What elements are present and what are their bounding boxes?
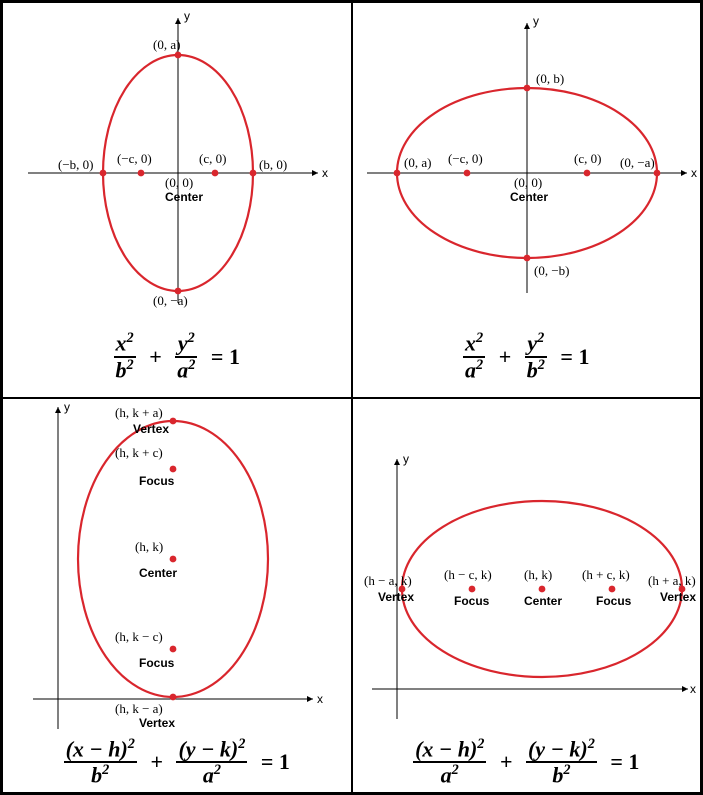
svg-text:(0, a): (0, a) [153, 37, 180, 52]
svg-text:(0, −a): (0, −a) [620, 155, 655, 170]
svg-text:(−b, 0): (−b, 0) [58, 157, 94, 172]
svg-text:Center: Center [165, 190, 203, 204]
svg-text:(0, 0): (0, 0) [514, 175, 542, 190]
eq-br-den2: b [552, 762, 563, 787]
svg-text:(0, 0): (0, 0) [165, 175, 193, 190]
svg-text:Focus: Focus [454, 594, 490, 608]
eq-tl-den2: a [177, 357, 188, 382]
svg-text:(−c, 0): (−c, 0) [448, 151, 483, 166]
svg-text:Center: Center [524, 594, 562, 608]
eq-tr-num1: x [465, 330, 476, 355]
svg-text:(−c, 0): (−c, 0) [117, 151, 152, 166]
eq-tr-den2: b [527, 357, 538, 382]
eq-tr-num2: y [527, 330, 537, 355]
eq-br-num1: (x − h) [415, 736, 477, 761]
svg-text:(h, k − c): (h, k − c) [115, 629, 163, 644]
panel-bottom-right: x y (h − a, k) Vertex (h − c, k) Focus (h, k) C… [352, 398, 702, 794]
panel-top-right: x y (0, b) (0, −b) (0, a) (0, −a) (−c, 0) (c, 0… [352, 2, 702, 398]
svg-text:y: y [184, 9, 190, 23]
svg-text:(h − a, k): (h − a, k) [364, 573, 412, 588]
svg-text:Focus: Focus [596, 594, 632, 608]
ellipse-diagram-vertical-shifted: x y (h, k + a) Vertex (h, k + c) Focus (h, k) C… [3, 399, 351, 739]
equation-top-left: x2b2 + y2a2 = 1 [110, 331, 244, 382]
svg-text:Vertex: Vertex [660, 590, 696, 604]
svg-text:(c, 0): (c, 0) [199, 151, 226, 166]
svg-text:Focus: Focus [139, 656, 175, 670]
eq-tl-num1: x [116, 330, 127, 355]
eq-tl-den1: b [116, 357, 127, 382]
svg-text:Vertex: Vertex [378, 590, 414, 604]
svg-text:(h, k + c): (h, k + c) [115, 445, 163, 460]
eq-bl-num1: (x − h) [66, 736, 128, 761]
ellipse-diagram-horizontal-shifted: x y (h − a, k) Vertex (h − c, k) Focus (h, k) C… [352, 399, 700, 739]
ellipse-diagram-vertical-origin: x y (0, a) (0, −a) (−b, 0) (b, 0) (−c, 0) (c, 0… [3, 3, 351, 333]
svg-text:y: y [533, 14, 539, 28]
equation-bottom-left: (x − h)2b2 + (y − k)2a2 = 1 [60, 737, 294, 788]
svg-text:(h + c, k): (h + c, k) [582, 567, 630, 582]
svg-text:y: y [64, 400, 70, 414]
equation-top-right: x2a2 + y2b2 = 1 [459, 331, 593, 382]
svg-text:Vertex: Vertex [139, 716, 175, 730]
eq-tr-den1: a [465, 357, 476, 382]
svg-text:(h, k): (h, k) [524, 567, 552, 582]
svg-text:Focus: Focus [139, 474, 175, 488]
eq-bl-den1: b [91, 762, 102, 787]
svg-text:(0, −a): (0, −a) [153, 293, 188, 308]
svg-text:x: x [691, 166, 697, 180]
svg-text:Vertex: Vertex [133, 422, 169, 436]
svg-text:(h, k + a): (h, k + a) [115, 405, 163, 420]
eq-br-num2: (y − k) [528, 736, 588, 761]
panel-bottom-left: x y (h, k + a) Vertex (h, k + c) Focus (h, k) C… [2, 398, 352, 794]
svg-text:(c, 0): (c, 0) [574, 151, 601, 166]
svg-text:(h, k): (h, k) [135, 539, 163, 554]
eq-tl-num2: y [178, 330, 188, 355]
svg-text:(0, a): (0, a) [404, 155, 431, 170]
svg-text:x: x [322, 166, 328, 180]
svg-text:(h, k − a): (h, k − a) [115, 701, 163, 716]
svg-text:(h − c, k): (h − c, k) [444, 567, 492, 582]
eq-br-den1: a [441, 762, 452, 787]
svg-text:y: y [403, 452, 409, 466]
svg-text:x: x [690, 682, 696, 696]
svg-text:(0, −b): (0, −b) [534, 263, 570, 278]
svg-text:(b, 0): (b, 0) [259, 157, 287, 172]
panel-top-left: x y (0, a) (0, −a) (−b, 0) (b, 0) (−c, 0) (c, 0… [2, 2, 352, 398]
svg-text:(0, b): (0, b) [536, 71, 564, 86]
svg-text:x: x [317, 692, 323, 706]
svg-text:Center: Center [510, 190, 548, 204]
equation-bottom-right: (x − h)2a2 + (y − k)2b2 = 1 [409, 737, 643, 788]
svg-text:Center: Center [139, 566, 177, 580]
eq-bl-den2: a [203, 762, 214, 787]
ellipse-diagram-horizontal-origin: x y (0, b) (0, −b) (0, a) (0, −a) (−c, 0) (c, 0… [352, 3, 700, 333]
ellipse-reference-grid: x y (0, a) (0, −a) (−b, 0) (b, 0) (−c, 0) (c, 0… [0, 0, 703, 795]
svg-text:(h + a, k): (h + a, k) [648, 573, 696, 588]
eq-bl-num2: (y − k) [178, 736, 238, 761]
